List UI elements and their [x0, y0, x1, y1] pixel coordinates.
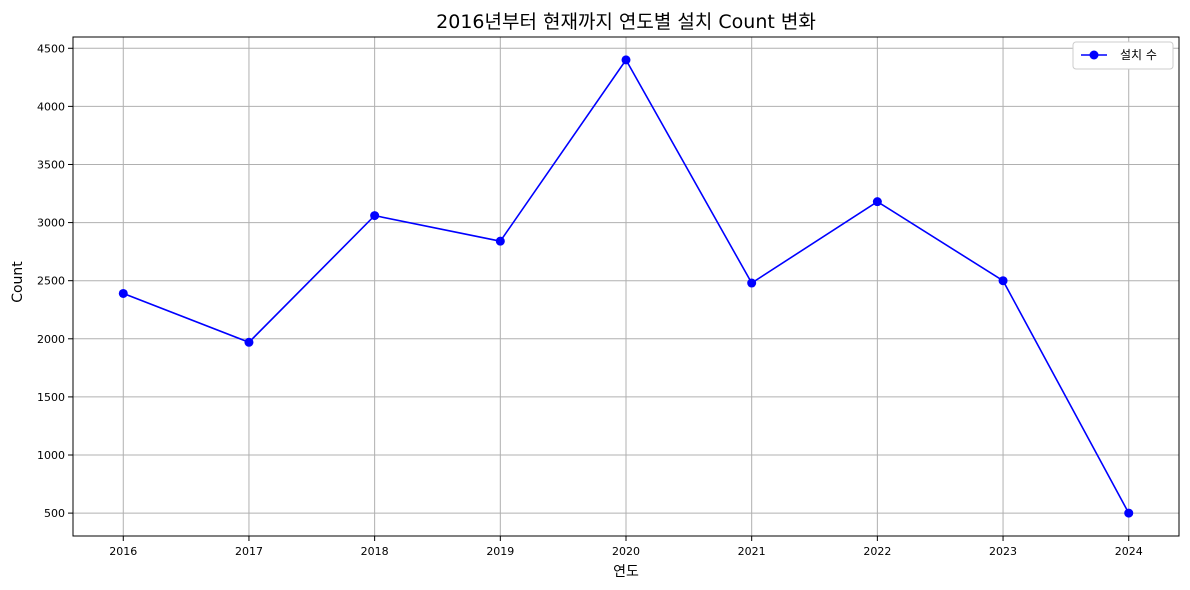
y-tick-label: 4500: [37, 42, 65, 55]
x-tick-label: 2023: [989, 545, 1017, 558]
data-point: [370, 211, 379, 220]
data-point: [244, 338, 253, 347]
legend: 설치 수: [1073, 42, 1173, 69]
y-axis-label: Count: [10, 261, 26, 303]
y-tick-label: 3000: [37, 217, 65, 230]
legend-marker: [1090, 51, 1099, 60]
y-axis-ticks: 500 1000 1500 2000 2500 3000 3500 4000 4500: [37, 42, 73, 520]
grid-lines: [73, 37, 1179, 536]
x-tick-label: 2021: [738, 545, 766, 558]
chart-title: 2016년부터 현재까지 연도별 설치 Count 변화: [436, 11, 816, 33]
data-point: [999, 276, 1008, 285]
x-tick-label: 2017: [235, 545, 263, 558]
x-tick-label: 2020: [612, 545, 640, 558]
x-tick-label: 2024: [1115, 545, 1143, 558]
x-tick-label: 2016: [109, 545, 137, 558]
data-point: [873, 197, 882, 206]
y-tick-label: 3500: [37, 158, 65, 171]
y-tick-label: 1000: [37, 449, 65, 462]
x-axis-label: 연도: [613, 564, 639, 580]
x-tick-label: 2022: [863, 545, 891, 558]
legend-label: 설치 수: [1120, 48, 1157, 62]
data-point: [1124, 509, 1133, 518]
y-tick-label: 2000: [37, 333, 65, 346]
x-axis-ticks: 2016 2017 2018 2019 2020 2021 2022 2023 2024: [109, 536, 1142, 558]
data-point: [119, 289, 128, 298]
data-point: [622, 55, 631, 64]
data-point: [747, 279, 756, 288]
y-tick-label: 1500: [37, 391, 65, 404]
y-tick-label: 2500: [37, 275, 65, 288]
x-tick-label: 2019: [486, 545, 514, 558]
y-tick-label: 500: [44, 507, 65, 520]
data-point: [496, 237, 505, 246]
x-tick-label: 2018: [361, 545, 389, 558]
y-tick-label: 4000: [37, 100, 65, 113]
